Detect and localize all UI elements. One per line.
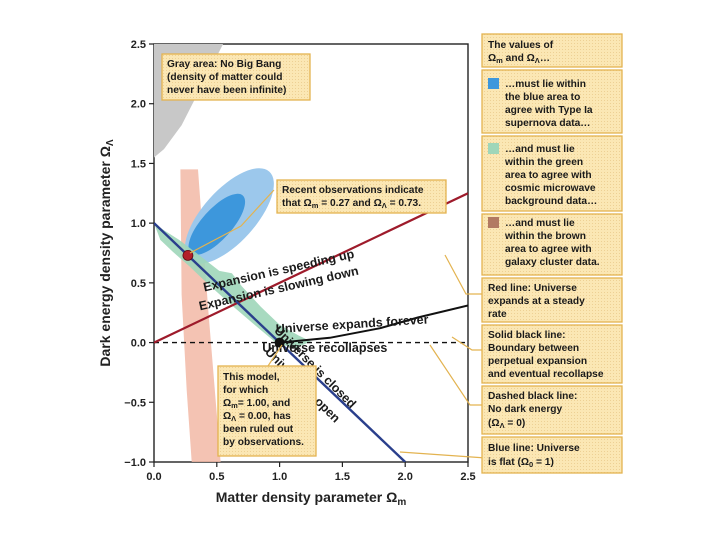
svg-text:Dashed black line:: Dashed black line:: [488, 391, 577, 402]
y-tick-label: 0.0: [131, 338, 146, 350]
solid-black-line: [279, 304, 468, 344]
y-tick-label: −0.5: [124, 397, 146, 409]
svg-text:cosmic microwave: cosmic microwave: [505, 183, 596, 194]
svg-text:The values of: The values of: [488, 40, 554, 51]
x-axis-title: Matter density parameter Ωm: [216, 489, 407, 508]
legend-blue: …must lie within the blue area to agree …: [481, 69, 623, 134]
x-tick-label: 2.0: [398, 471, 413, 483]
svg-text:ΩΛ = 0.00, has: ΩΛ = 0.00, has: [223, 411, 291, 423]
svg-text:galaxy cluster data.: galaxy cluster data.: [505, 257, 600, 268]
svg-text:Gray area: No Big Bang: Gray area: No Big Bang: [167, 59, 281, 70]
supernova-region-inner: [188, 193, 246, 255]
svg-text:is flat (Ω0 = 1): is flat (Ω0 = 1): [488, 457, 554, 469]
x-tick-label: 0.0: [146, 471, 161, 483]
svg-text:…and must lie: …and must lie: [505, 144, 575, 155]
legend-dashed-black: Dashed black line: No dark energy (ΩΛ = …: [481, 385, 623, 435]
leader-dashed-black: [429, 344, 486, 406]
svg-text:agree with Type Ia: agree with Type Ia: [505, 105, 593, 116]
red-line: [154, 192, 468, 344]
svg-text:This model,: This model,: [223, 372, 280, 383]
x-tick-label: 1.0: [272, 471, 287, 483]
svg-text:…and must lie: …and must lie: [505, 218, 575, 229]
callout-recent-observations: Recent observations indicate that Ωm = 0…: [276, 179, 447, 214]
svg-text:Recent observations indicate: Recent observations indicate: [282, 185, 424, 196]
svg-text:expands at a steady: expands at a steady: [488, 296, 585, 307]
blue-swatch: [488, 78, 499, 89]
brown-swatch: [488, 217, 499, 228]
svg-text:background data…: background data…: [505, 196, 597, 207]
legend-red-line: Red line: Universe expands at a steady r…: [481, 277, 623, 323]
legend-brown: …and must lie within the brown area to a…: [481, 213, 623, 276]
y-axis-title: Dark energy density parameter ΩΛ: [97, 139, 116, 367]
svg-text:within the brown: within the brown: [504, 231, 586, 242]
leader-red-line: [444, 254, 486, 295]
svg-text:Ωm= 1.00, and: Ωm= 1.00, and: [223, 398, 290, 410]
green-swatch: [488, 143, 499, 154]
callout-leaders: [189, 189, 487, 459]
svg-text:supernova data…: supernova data…: [505, 118, 591, 129]
svg-text:by observations.: by observations.: [223, 437, 304, 448]
legend-green: …and must lie within the green area to a…: [481, 135, 623, 212]
svg-text:area to agree with: area to agree with: [505, 244, 592, 255]
y-tick-label: 2.5: [131, 39, 146, 51]
svg-text:No dark energy: No dark energy: [488, 404, 563, 415]
svg-text:been ruled out: been ruled out: [223, 424, 294, 435]
svg-text:rate: rate: [488, 309, 507, 320]
cmb-region: [154, 223, 311, 349]
legend-solid-black: Solid black line: Boundary between perpe…: [481, 324, 623, 384]
svg-text:never have been infinite): never have been infinite): [167, 85, 286, 96]
callout-ruled-out-model: This model, for which Ωm= 1.00, and ΩΛ =…: [217, 365, 317, 457]
svg-text:Solid black line:: Solid black line:: [488, 330, 566, 341]
svg-text:for which: for which: [223, 385, 268, 396]
leader-observations: [189, 189, 275, 254]
leader-solid-black: [451, 336, 486, 351]
svg-text:and eventual recollapse: and eventual recollapse: [488, 369, 604, 380]
ruled-out-model-point: [274, 337, 285, 348]
svg-text:within the green: within the green: [504, 157, 583, 168]
leader-blue-line: [399, 451, 487, 459]
y-tick-label: 1.0: [131, 218, 146, 230]
x-tick-label: 0.5: [209, 471, 224, 483]
svg-text:Red line: Universe: Red line: Universe: [488, 283, 577, 294]
svg-text:Boundary between: Boundary between: [488, 343, 579, 354]
svg-text:area to agree with: area to agree with: [505, 170, 592, 181]
y-tick-label: −1.0: [124, 457, 146, 469]
leader-model: [267, 344, 283, 367]
y-tick-label: 1.5: [131, 158, 146, 170]
y-tick-label: 2.0: [131, 99, 146, 111]
svg-text:Blue line: Universe: Blue line: Universe: [488, 443, 580, 454]
svg-text:perpetual expansion: perpetual expansion: [488, 356, 587, 367]
axis-ticks: 0.0 0.5 1.0 1.5 2.0 2.5 −1.0 −0.5 0.0 0.5 1.0 1.5 2.…: [124, 39, 475, 483]
svg-text:that Ωm = 0.27 and ΩΛ = 0.73.: that Ωm = 0.27 and ΩΛ = 0.73.: [282, 198, 421, 210]
svg-text:(density of matter could: (density of matter could: [167, 72, 282, 83]
y-tick-label: 0.5: [131, 278, 146, 290]
svg-text:…must lie within: …must lie within: [505, 79, 586, 90]
x-tick-label: 1.5: [335, 471, 350, 483]
callout-gray-area: Gray area: No Big Bang (density of matte…: [161, 53, 311, 101]
svg-text:(ΩΛ = 0): (ΩΛ = 0): [488, 418, 525, 430]
svg-text:Ωm and ΩΛ…: Ωm and ΩΛ…: [488, 53, 550, 65]
legend-title: The values of Ωm and ΩΛ…: [481, 33, 623, 68]
legend-blue-line: Blue line: Universe is flat (Ω0 = 1): [481, 436, 623, 474]
legend-panel: The values of Ωm and ΩΛ… …must lie withi…: [481, 33, 623, 474]
line-label-3: Universe recollapses: [262, 341, 387, 355]
svg-text:the blue area to: the blue area to: [505, 92, 580, 103]
x-tick-label: 2.5: [460, 471, 475, 483]
